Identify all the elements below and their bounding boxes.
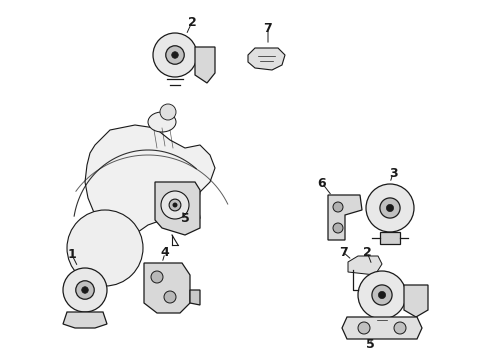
Circle shape — [173, 203, 177, 207]
Circle shape — [172, 52, 178, 58]
Text: 5: 5 — [181, 212, 189, 225]
Polygon shape — [190, 290, 200, 305]
Polygon shape — [404, 285, 428, 317]
Ellipse shape — [148, 112, 176, 132]
Polygon shape — [155, 182, 200, 235]
Circle shape — [394, 322, 406, 334]
Text: 2: 2 — [363, 246, 371, 258]
Polygon shape — [348, 256, 382, 275]
Polygon shape — [63, 312, 107, 328]
Circle shape — [160, 104, 176, 120]
Polygon shape — [144, 263, 190, 313]
Text: 7: 7 — [339, 246, 347, 258]
Bar — [380, 232, 400, 244]
Text: 6: 6 — [318, 176, 326, 189]
Text: 4: 4 — [161, 247, 170, 260]
Text: 5: 5 — [366, 338, 374, 351]
Circle shape — [153, 33, 197, 77]
Text: 2: 2 — [188, 15, 196, 28]
Circle shape — [164, 291, 176, 303]
Circle shape — [358, 271, 406, 319]
Circle shape — [387, 204, 393, 212]
Circle shape — [82, 287, 88, 293]
Circle shape — [358, 322, 370, 334]
Circle shape — [380, 198, 400, 218]
Circle shape — [378, 291, 386, 298]
Polygon shape — [328, 195, 362, 240]
Circle shape — [76, 281, 94, 299]
Polygon shape — [248, 48, 285, 70]
Circle shape — [372, 285, 392, 305]
Circle shape — [63, 268, 107, 312]
Polygon shape — [195, 47, 215, 83]
Text: 7: 7 — [264, 22, 272, 35]
Circle shape — [166, 46, 184, 64]
Circle shape — [151, 271, 163, 283]
Circle shape — [67, 210, 143, 286]
Circle shape — [169, 199, 181, 211]
Circle shape — [366, 184, 414, 232]
Polygon shape — [342, 317, 422, 339]
Circle shape — [333, 223, 343, 233]
Polygon shape — [85, 125, 215, 235]
Text: 3: 3 — [389, 166, 397, 180]
Text: 1: 1 — [68, 248, 76, 261]
Circle shape — [333, 202, 343, 212]
Circle shape — [161, 191, 189, 219]
